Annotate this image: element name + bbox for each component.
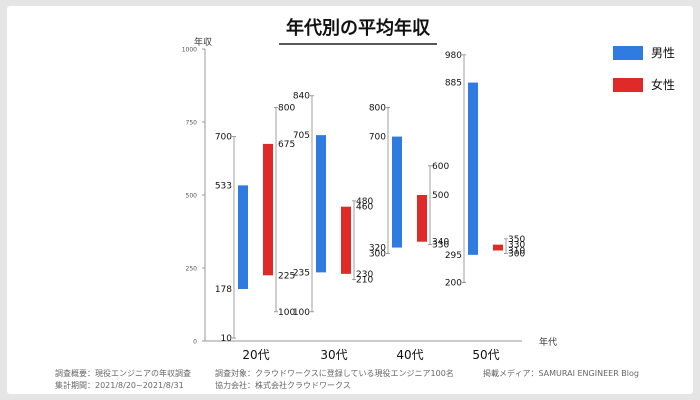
y-tick-label: 250	[186, 266, 198, 273]
data-label-max: 800	[369, 103, 386, 113]
data-label-min: 10	[221, 334, 233, 344]
data-label-low: 320	[369, 244, 386, 254]
data-label-max: 980	[445, 51, 462, 61]
data-label-high: 460	[356, 203, 373, 213]
data-label-min: 300	[508, 249, 525, 259]
bar-male	[392, 136, 402, 248]
chart-title: 年代別の平均年収	[286, 17, 431, 39]
data-label-low: 225	[278, 271, 295, 281]
footer-middle: 調査対象：クラウドワークスに登録している現役エンジニア100名 協力会社：株式会…	[215, 368, 454, 392]
footer-right: 掲載メディア：SAMURAI ENGINEER Blog	[483, 368, 639, 380]
survey-cooperator: 協力会社：株式会社クラウドワークス	[215, 381, 351, 390]
data-label-high: 885	[445, 79, 462, 89]
data-label-high: 500	[432, 191, 449, 201]
legend-swatch-female	[613, 78, 643, 92]
y-axis-title: 年収	[194, 36, 212, 48]
data-label-high: 533	[215, 181, 232, 191]
data-label-max: 800	[278, 103, 295, 113]
bar-male	[468, 82, 478, 255]
data-label-high: 700	[369, 133, 386, 143]
y-tick-label: 0	[193, 339, 197, 346]
survey-target: 調査対象：クラウドワークスに登録している現役エンジニア100名	[215, 369, 454, 378]
x-category-label: 30代	[320, 348, 347, 362]
data-label-min: 100	[278, 308, 295, 318]
media-credit: 掲載メディア：SAMURAI ENGINEER Blog	[483, 369, 639, 378]
data-label-min: 200	[445, 279, 462, 289]
chart-card: 年代別の平均年収 0 250 500 750 1000 年収年代 20代 30代 40代 50代 7…	[7, 6, 693, 394]
legend-label-female: 女性	[651, 77, 675, 92]
data-label-min: 300	[369, 249, 386, 259]
bar-female	[417, 195, 427, 242]
data-label-low: 295	[445, 251, 462, 261]
data-label-max: 600	[432, 162, 449, 172]
data-label-min: 100	[293, 308, 310, 318]
survey-summary: 調査概要：現役エンジニアの年収調査	[55, 369, 191, 378]
legend-label-male: 男性	[651, 46, 675, 60]
bar-male	[238, 185, 248, 290]
x-category-label: 50代	[472, 348, 499, 362]
bar-female	[493, 244, 503, 251]
x-category-label: 20代	[242, 348, 269, 362]
x-axis-title: 年代	[539, 336, 557, 348]
survey-period: 集計期間：2021/8/20~2021/8/31	[55, 381, 184, 390]
y-tick-label: 750	[186, 120, 198, 127]
data-label-max: 700	[215, 133, 232, 143]
data-label-low: 230	[356, 270, 373, 280]
data-label-max: 480	[356, 197, 373, 207]
data-label-max: 840	[293, 92, 310, 102]
bar-female	[263, 143, 273, 276]
y-tick-label: 1000	[182, 47, 197, 54]
data-label-high: 675	[278, 140, 295, 150]
data-label-min: 330	[432, 241, 449, 251]
data-label-low: 340	[432, 238, 449, 248]
bar-male	[316, 135, 326, 273]
data-label-high: 330	[508, 241, 525, 251]
x-category-label: 40代	[396, 348, 423, 362]
data-label-low: 235	[293, 268, 310, 278]
data-label-low: 310	[508, 246, 525, 256]
legend-swatch-male	[613, 46, 643, 60]
data-label-min: 210	[356, 276, 373, 286]
bar-female	[341, 206, 351, 274]
footer-left: 調査概要：現役エンジニアの年収調査 集計期間：2021/8/20~2021/8/…	[55, 368, 191, 392]
data-label-high: 705	[293, 131, 310, 141]
data-label-max: 350	[508, 235, 525, 245]
data-label-low: 178	[215, 285, 232, 295]
y-tick-label: 500	[186, 193, 198, 200]
